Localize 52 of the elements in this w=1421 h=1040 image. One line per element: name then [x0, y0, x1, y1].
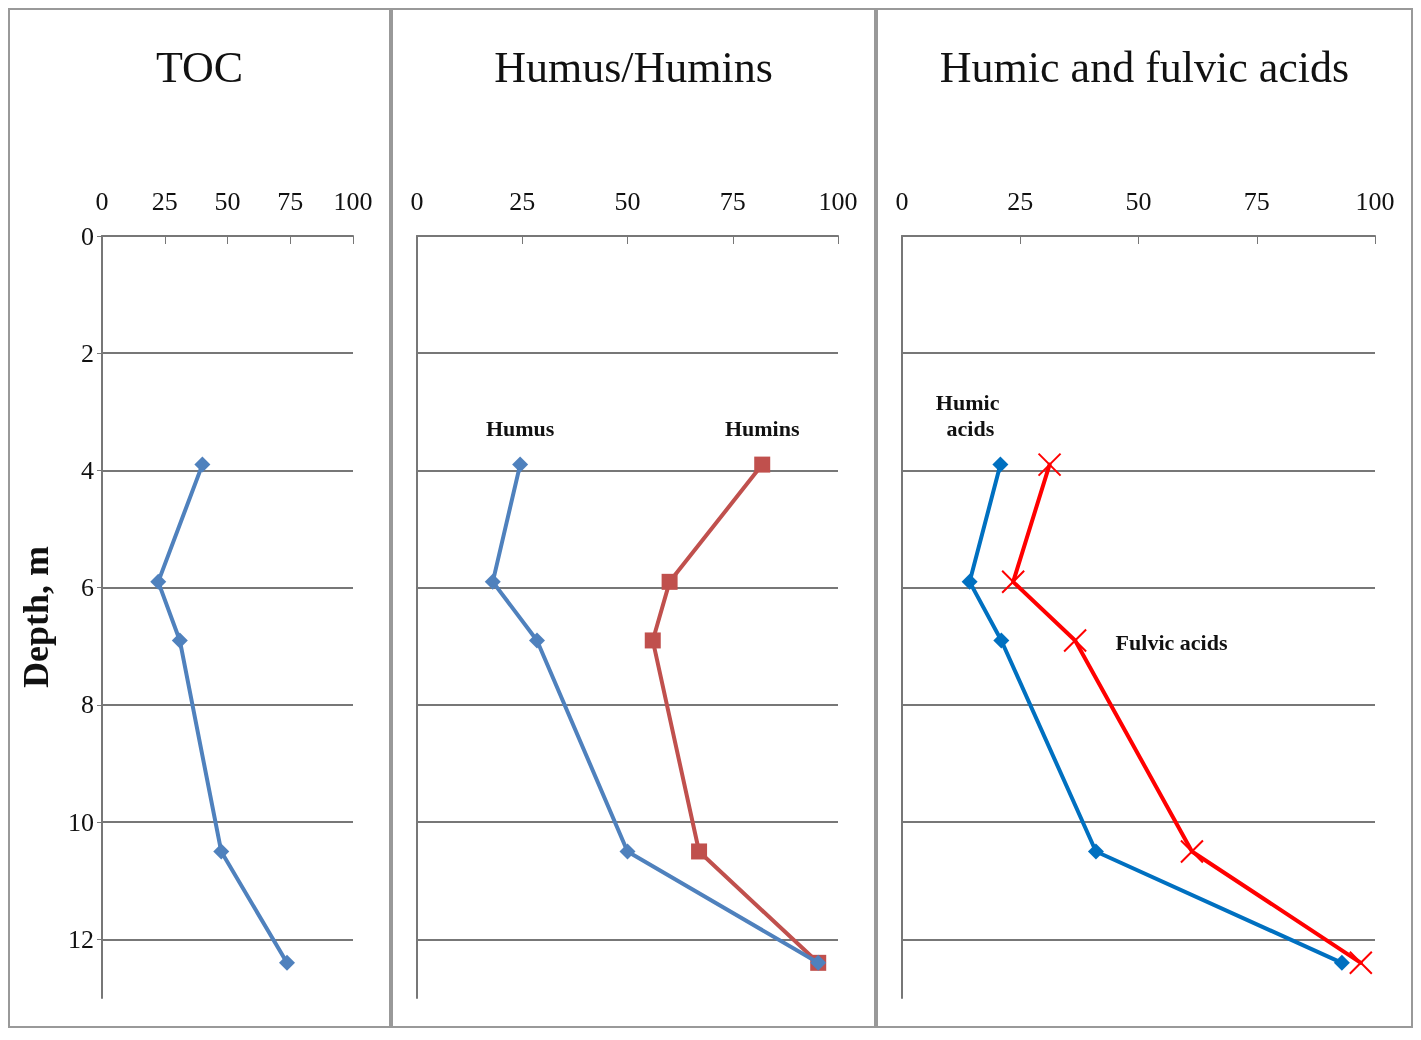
y-tick-label: 12 [68, 924, 94, 954]
x-tick-label: 25 [151, 186, 178, 216]
point [1001, 569, 1026, 594]
point [644, 632, 661, 649]
y-axis-title: Depth, m [16, 545, 56, 688]
y-tick-label: 10 [68, 807, 94, 837]
point [1348, 950, 1373, 975]
point [961, 573, 978, 590]
x-tick-label: 75 [1243, 186, 1270, 216]
point [1087, 843, 1104, 860]
point [171, 632, 188, 649]
point [754, 456, 771, 473]
y-tick-label: 2 [81, 338, 94, 368]
x-tick-label: 25 [1007, 186, 1034, 216]
x-tick-label: 100 [1355, 186, 1395, 216]
x-tick-label: 75 [277, 186, 304, 216]
point [278, 954, 295, 971]
point [1179, 839, 1204, 864]
x-tick-label: 50 [614, 186, 641, 216]
y-tick-label: 6 [81, 573, 94, 603]
x-tick-label: 75 [719, 186, 746, 216]
point [661, 573, 678, 590]
point [691, 843, 708, 860]
x-tick-label: 100 [818, 186, 858, 216]
series-label: Humic acids [935, 390, 1005, 442]
series-label: Humus [485, 416, 555, 442]
point [619, 843, 636, 860]
point [194, 456, 211, 473]
point [150, 573, 167, 590]
x-tick-label: 50 [1125, 186, 1152, 216]
series-label: Fulvic acids [1115, 629, 1228, 655]
x-tick-label: 0 [895, 186, 909, 216]
x-tick-label: 100 [333, 186, 373, 216]
point [512, 456, 529, 473]
y-tick-label: 0 [81, 221, 94, 251]
chart-title: Humic and fulvic acids [939, 42, 1350, 92]
point [213, 843, 230, 860]
series-label: Humins [724, 416, 800, 442]
chart-title: Humus/Humins [494, 42, 773, 92]
point [993, 632, 1010, 649]
point [528, 632, 545, 649]
point [484, 573, 501, 590]
chart-title: TOC [155, 42, 244, 92]
x-tick-label: 25 [509, 186, 536, 216]
point [1063, 628, 1088, 653]
y-tick-label: 4 [81, 455, 94, 485]
x-tick-label: 50 [214, 186, 241, 216]
point [992, 456, 1009, 473]
y-tick-label: 8 [81, 690, 94, 720]
point [1333, 954, 1350, 971]
x-tick-label: 0 [410, 186, 424, 216]
point [1037, 452, 1062, 477]
